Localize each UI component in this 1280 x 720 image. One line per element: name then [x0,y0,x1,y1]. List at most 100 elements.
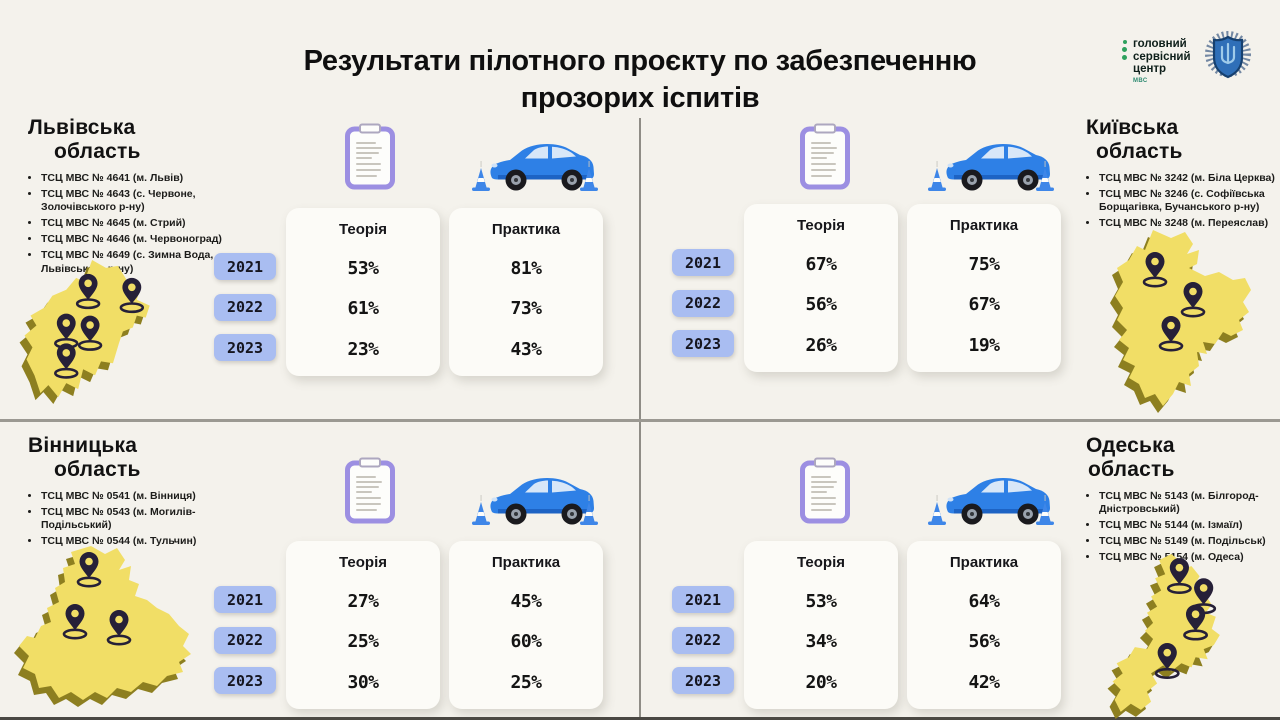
service-center-item: ТСЦ МВС № 5144 (м. Ізмаїл) [1099,519,1280,532]
practice-value: 73% [510,298,542,320]
clipboard-icon [345,122,395,190]
practice-value: 81% [510,257,542,279]
theory-value: 56% [805,294,837,316]
logo-dots-icon [1122,38,1127,60]
clipboard-icon [345,456,395,524]
theory-value: 61% [347,298,379,320]
practice-value: 60% [510,631,542,653]
region-panel-lviv: Львівська область ТСЦ МВС № 4641 (м. Льв… [0,108,640,419]
year-badge-2023: 2023 [214,334,276,361]
service-center-item: ТСЦ МВС № 4643 (с. Червоне, Золочівськог… [41,188,223,215]
practice-value: 19% [968,334,1000,356]
year-badges: 2021 2022 2023 [671,586,735,709]
practice-value: 67% [968,294,1000,316]
car-with-cones-icon [472,470,598,526]
practice-header: Практика [491,221,561,238]
region-map-kyiv [1092,224,1264,416]
year-badge-2022: 2022 [214,626,276,654]
practice-value: 43% [510,338,542,360]
theory-card: Теорія 27% 25% 30% [286,541,440,709]
service-center-item: ТСЦ МВС № 4646 (м. Червоноград) [41,233,223,246]
service-center-item: ТСЦ МВС № 3246 (с. Софіївська Борщагівка… [1099,188,1280,215]
year-badge-2021: 2021 [672,249,734,276]
service-center-item: ТСЦ МВС № 4641 (м. Львів) [41,172,223,185]
practice-card: Практика 75% 67% 19% [907,204,1061,372]
theory-card: Теорія 53% 61% 23% [286,208,440,376]
theory-value: 67% [805,253,837,275]
region-panel-kyiv: Київська область ТСЦ МВС № 3242 (м. Біла… [640,108,1280,419]
logo-subtext: МВС [1133,77,1148,84]
practice-header: Практика [949,554,1019,571]
service-centers-list: ТСЦ МВС № 3242 (м. Біла Церква) ТСЦ МВС … [1086,172,1280,231]
stats-block: 2021 2022 2023 Теорія 53% 34% 20% Практи… [671,541,1061,709]
practice-header: Практика [949,217,1019,234]
year-badge-2022: 2022 [672,289,734,317]
year-badge-2021: 2021 [214,253,276,280]
region-title-odesa: Одеська область [1086,434,1175,481]
theory-value: 23% [347,338,379,360]
theory-value: 26% [805,334,837,356]
practice-value: 64% [968,590,1000,612]
clipboard-icon [800,456,850,524]
page-title-line1: Результати пілотного проєкту по забезпеч… [303,45,977,78]
year-badge-2021: 2021 [672,586,734,613]
service-center-item: ТСЦ МВС № 3248 (м. Переяслав) [1099,217,1280,230]
mvs-police-badge-icon [1202,26,1254,82]
theory-value: 30% [347,671,379,693]
region-title-kyiv: Київська область [1086,116,1183,163]
theory-card: Теорія 53% 34% 20% [744,541,898,709]
year-badge-2022: 2022 [672,626,734,654]
service-center-item: ТСЦ МВС № 0541 (м. Вінниця) [41,490,223,503]
car-with-cones-icon [472,136,598,192]
service-center-item: ТСЦ МВС № 5143 (м. Білгород-Дністровськи… [1099,490,1280,517]
service-center-item: ТСЦ МВС № 5149 (м. Подільськ) [1099,535,1280,548]
clipboard-icon [800,122,850,190]
theory-value: 53% [805,590,837,612]
region-map-lviv [16,256,194,410]
region-map-odesa [1106,552,1274,720]
theory-value: 53% [347,257,379,279]
practice-card: Практика 81% 73% 43% [449,208,603,376]
theory-value: 27% [347,590,379,612]
year-badge-2023: 2023 [672,667,734,694]
region-panel-odesa: Одеська область ТСЦ МВС № 5143 (м. Білго… [640,422,1280,720]
theory-value: 34% [805,631,837,653]
theory-header: Теорія [338,221,387,238]
practice-value: 42% [968,671,1000,693]
year-badge-2023: 2023 [672,330,734,357]
practice-card: Практика 64% 56% 42% [907,541,1061,709]
region-title-vinnytsia: Вінницька область [28,434,141,481]
theory-value: 20% [805,671,837,693]
practice-card: Практика 45% 60% 25% [449,541,603,709]
stats-block: 2021 2022 2023 Теорія 67% 56% 26% Практи… [671,204,1061,372]
year-badges: 2021 2022 2023 [213,586,277,709]
practice-value: 45% [510,590,542,612]
page-title: Результати пілотного проєкту по забезпеч… [0,43,1280,116]
practice-value: 75% [968,253,1000,275]
page-title-line2: прозорих іспитів [520,81,760,114]
service-centers-list: ТСЦ МВС № 0541 (м. Вінниця) ТСЦ МВС № 05… [28,490,223,549]
service-center-item: ТСЦ МВС № 0544 (м. Тульчин) [41,535,223,548]
horizontal-divider [0,419,1280,422]
year-badge-2022: 2022 [214,293,276,321]
service-center-item: ТСЦ МВС № 0543 (м. Могилів-Подільський) [41,506,223,533]
region-map-vinnytsia [6,542,204,718]
service-centers-list: ТСЦ МВС № 4641 (м. Львів) ТСЦ МВС № 4643… [28,172,223,276]
theory-value: 25% [347,631,379,653]
year-badge-2023: 2023 [214,667,276,694]
year-badges: 2021 2022 2023 [671,249,735,372]
logo-text: головний сервісний центр [1133,38,1191,76]
bottom-border [0,717,1280,720]
head-service-center-logo: головний сервісний центр МВС [1122,38,1191,84]
stats-block: 2021 2022 2023 Теорія 53% 61% 23% Практи… [213,208,603,376]
theory-header: Теорія [338,554,387,571]
stats-block: 2021 2022 2023 Теорія 27% 25% 30% Практи… [213,541,603,709]
practice-header: Практика [491,554,561,571]
region-title-lviv: Львівська область [28,116,141,163]
car-with-cones-icon [928,470,1054,526]
theory-header: Теорія [796,217,845,234]
theory-header: Теорія [796,554,845,571]
practice-value: 25% [510,671,542,693]
service-center-item: ТСЦ МВС № 4645 (м. Стрий) [41,217,223,230]
